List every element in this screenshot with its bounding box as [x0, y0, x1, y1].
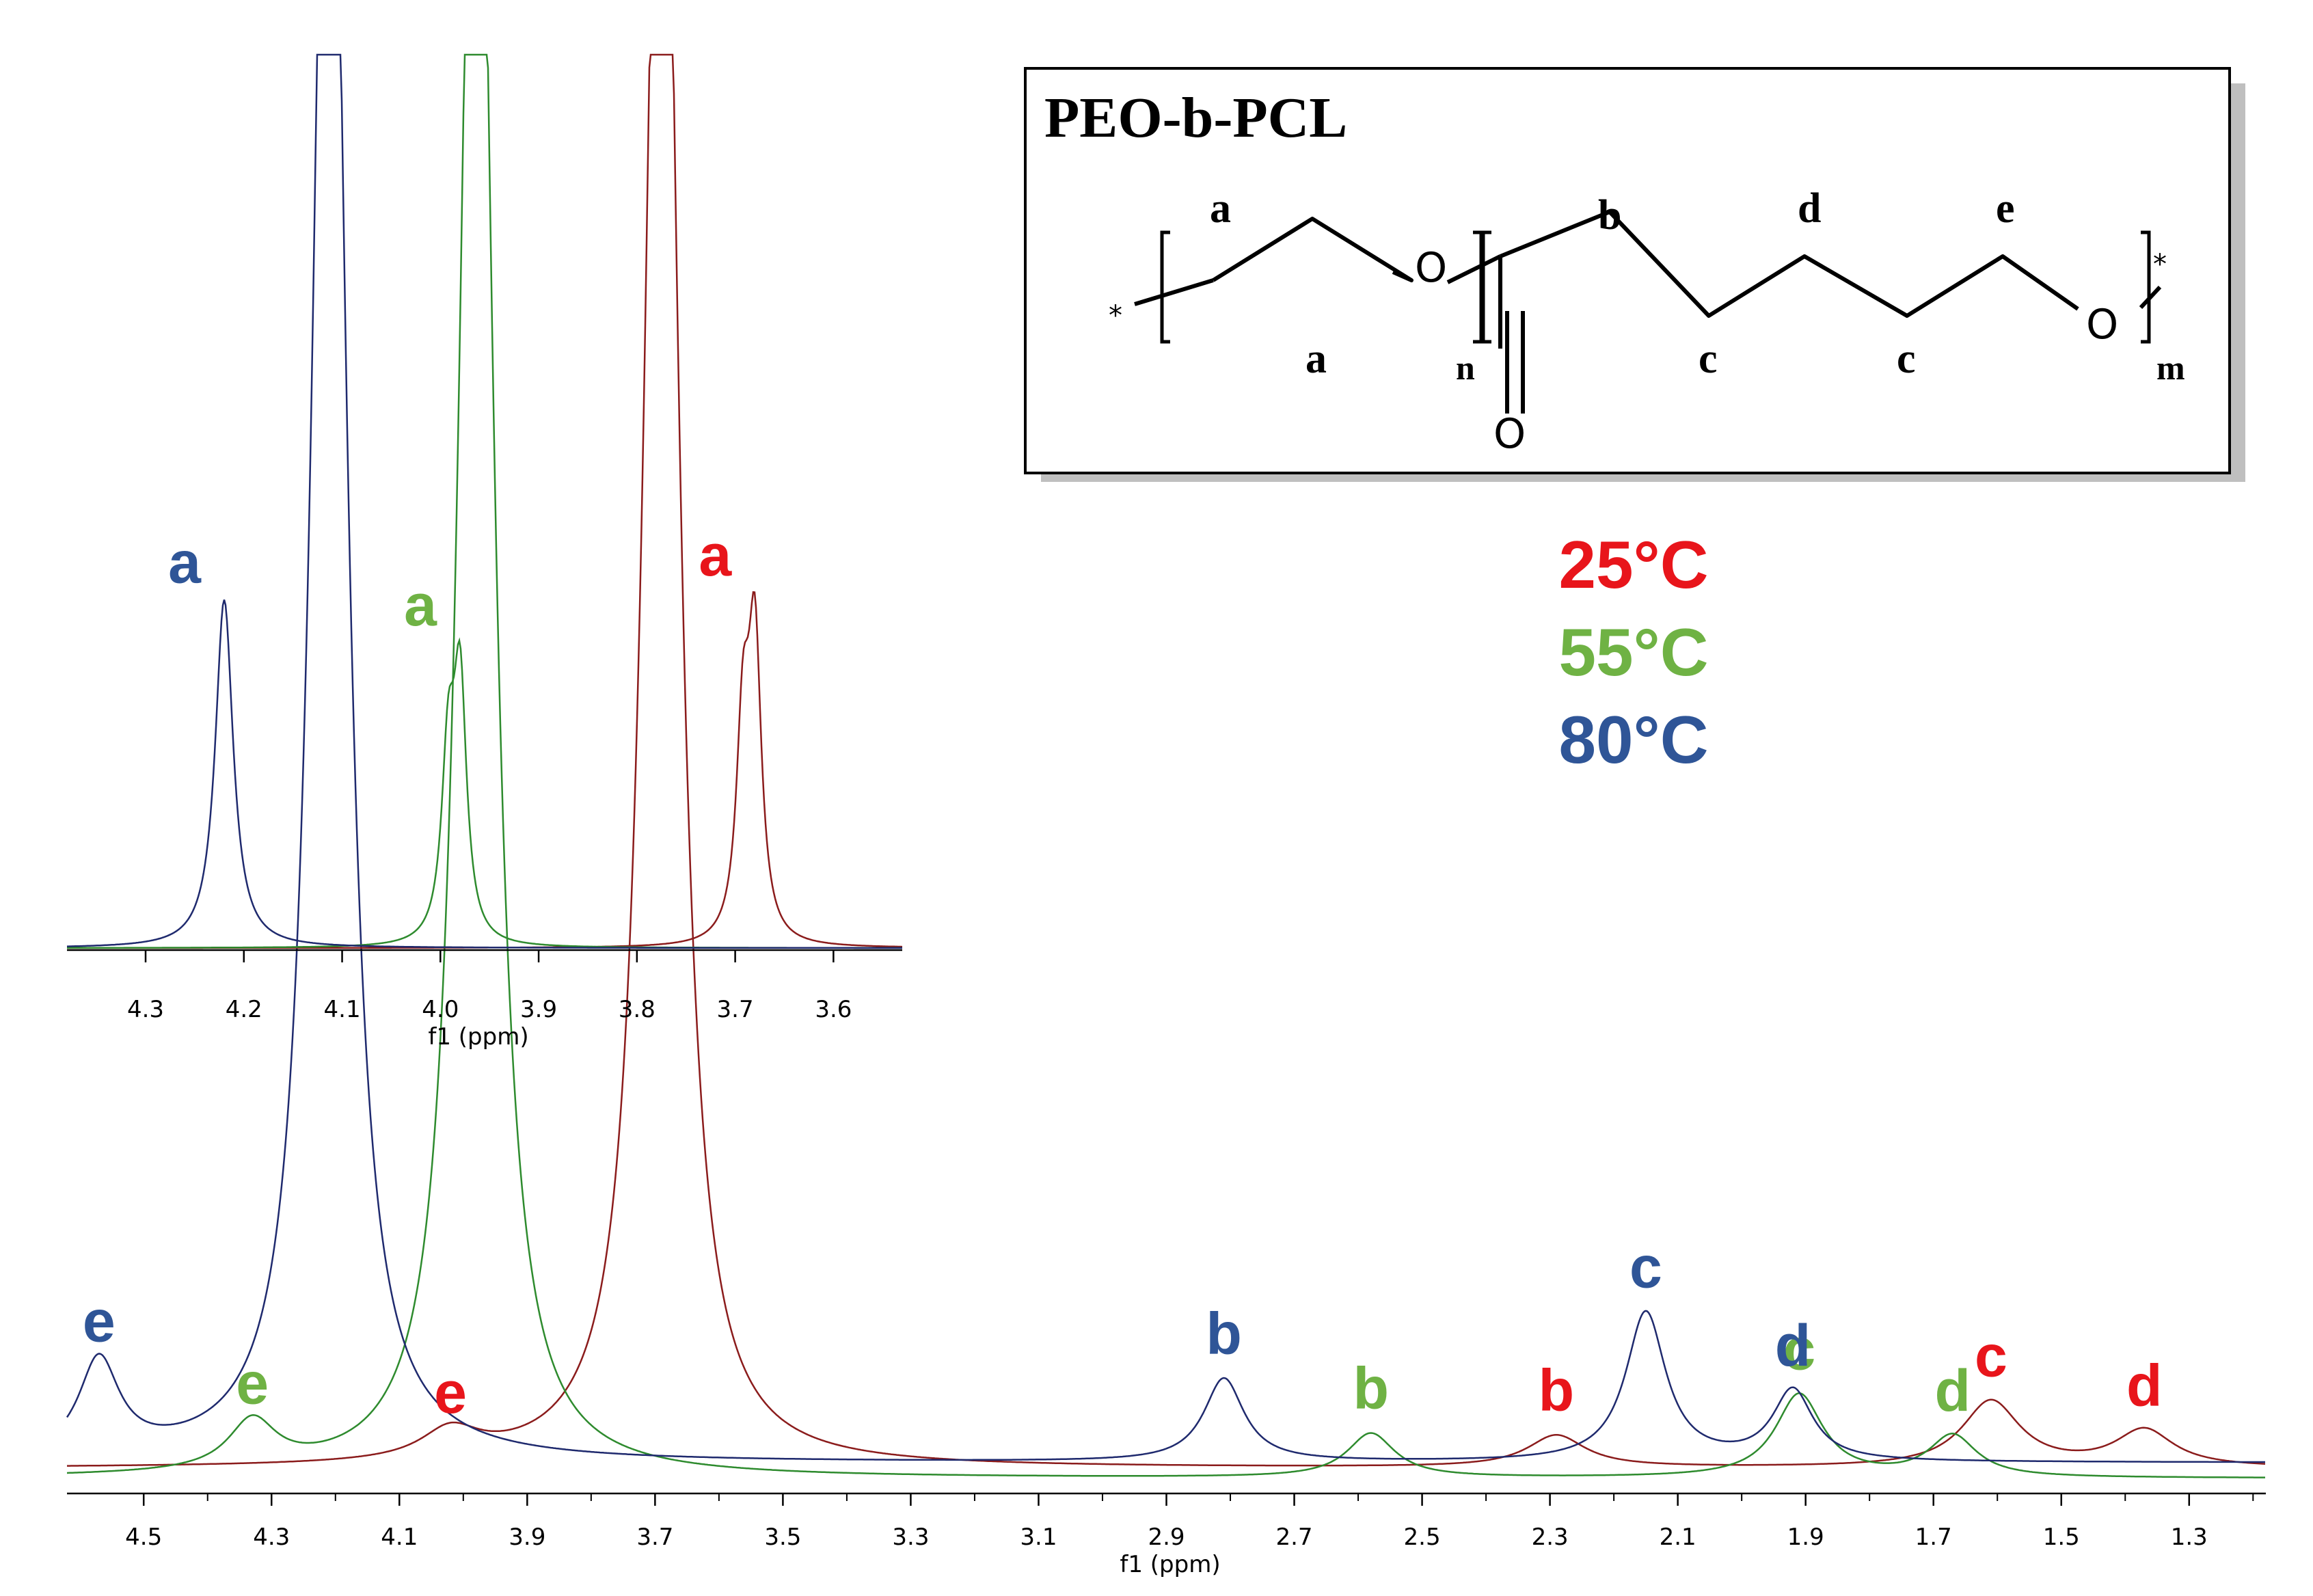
bracket-n-left [1160, 230, 1170, 344]
peak-label: d [2126, 1353, 2163, 1418]
peak-label: b [1539, 1357, 1575, 1423]
peak-label: e [83, 1288, 116, 1354]
peak-label: e [434, 1360, 467, 1426]
end-star-left: * [1109, 300, 1122, 332]
spectrum-line-1 [66, 53, 2265, 1478]
main-tick-label: 4.1 [381, 1524, 418, 1551]
struct-label-e: e [1996, 185, 2015, 232]
main-tick-label: 4.3 [253, 1524, 290, 1551]
main-tick-label: 3.3 [892, 1524, 929, 1551]
struct-label-a-top: a [1210, 185, 1231, 232]
inset-line-2 [67, 599, 902, 949]
structure-bonds [1134, 210, 2162, 414]
main-x-ticks: 4.5 4.3 4.1 3.9 3.7 3.5 3.3 3.1 2.9 2.7 2.5 2.3 2.1 1… [125, 1493, 2254, 1551]
main-tick-label: 2.1 [1660, 1524, 1696, 1551]
main-series-group [66, 53, 2266, 1478]
inset-spectrum: 4.3 4.2 4.1 4.0 3.9 3.8 3.7 3.6 f1 (ppm) a a a [67, 523, 903, 1051]
bracket-m-left [1481, 230, 1491, 344]
structure-brackets [1160, 230, 2151, 344]
peak-label: c [1783, 1316, 1815, 1382]
peak-label: c [1975, 1323, 2007, 1389]
main-tick-label: 4.5 [125, 1524, 162, 1551]
inset-line-0 [67, 591, 903, 949]
inset-tick-label: 3.9 [520, 996, 557, 1023]
main-tick-label: 3.9 [509, 1524, 545, 1551]
main-tick-label: 2.9 [1148, 1524, 1185, 1551]
main-x-axis-label: f1 (ppm) [1120, 1551, 1220, 1578]
inset-peak-label: a [168, 530, 202, 595]
inset-tick-label: 4.3 [127, 996, 164, 1023]
temperature-legend: 25°C 55°C 80°C [1559, 527, 1709, 777]
main-tick-label: 3.5 [764, 1524, 801, 1551]
inset-tick-label: 4.0 [422, 996, 459, 1023]
inset-x-axis-label: f1 (ppm) [428, 1023, 528, 1051]
struct-label-c2: c [1897, 336, 1916, 382]
ether-oxygen-1: O [1415, 244, 1447, 292]
subscript-n: n [1456, 349, 1475, 387]
peak-label: e [236, 1351, 269, 1416]
legend-item: 25°C [1559, 527, 1709, 602]
main-tick-label: 2.7 [1275, 1524, 1312, 1551]
struct-label-d: d [1798, 185, 1821, 232]
structure-box: PEO-b-PCL O O O * * n m a a b c d c e [1024, 67, 2245, 482]
spectrum-line-2 [66, 53, 2265, 1463]
main-tick-label: 3.1 [1020, 1524, 1057, 1551]
legend-item: 55°C [1559, 614, 1709, 690]
end-star-right: * [2153, 249, 2167, 280]
carbonyl-oxygen: O [1493, 410, 1526, 458]
peak-label: b [1206, 1301, 1242, 1366]
main-tick-label: 3.7 [636, 1524, 673, 1551]
inset-peak-labels: aaa [168, 523, 732, 638]
inset-tick-label: 3.7 [717, 996, 754, 1023]
inset-tick-label: 4.1 [324, 996, 361, 1023]
spectrum-line-0 [67, 53, 2266, 1467]
bracket-n-right [1473, 230, 1483, 344]
main-tick-label: 1.5 [2043, 1524, 2080, 1551]
subscript-m: m [2156, 349, 2185, 387]
legend-item: 80°C [1559, 702, 1709, 777]
struct-label-a-bottom: a [1306, 336, 1327, 382]
peak-label: c [1629, 1235, 1662, 1301]
inset-x-ticks: 4.3 4.2 4.1 4.0 3.9 3.8 3.7 3.6 [127, 950, 852, 1023]
ether-oxygen-2: O [2086, 301, 2118, 349]
inset-tick-label: 3.6 [815, 996, 852, 1023]
inset-peak-label: a [404, 573, 437, 638]
main-tick-label: 1.3 [2171, 1524, 2208, 1551]
struct-label-c1: c [1699, 336, 1718, 382]
main-tick-label: 2.5 [1404, 1524, 1441, 1551]
inset-tick-label: 3.8 [619, 996, 655, 1023]
main-tick-label: 1.7 [1915, 1524, 1952, 1551]
struct-label-b: b [1598, 192, 1621, 239]
inset-line-1 [67, 637, 902, 949]
bracket-m-right [2141, 230, 2151, 344]
inset-series-group [67, 591, 903, 949]
inset-tick-label: 4.2 [226, 996, 262, 1023]
main-spectrum: 4.5 4.3 4.1 3.9 3.7 3.5 3.3 3.1 2.9 2.7 2.5 2.3 2.1 1… [66, 53, 2266, 1578]
main-tick-label: 1.9 [1787, 1524, 1824, 1551]
peak-label: d [1775, 1313, 1811, 1379]
peak-label: d [1934, 1358, 1971, 1424]
peak-label: b [1353, 1356, 1389, 1422]
inset-peak-label: a [699, 523, 732, 589]
main-tick-label: 2.3 [1532, 1524, 1569, 1551]
structure-title: PEO-b-PCL [1044, 86, 1347, 150]
